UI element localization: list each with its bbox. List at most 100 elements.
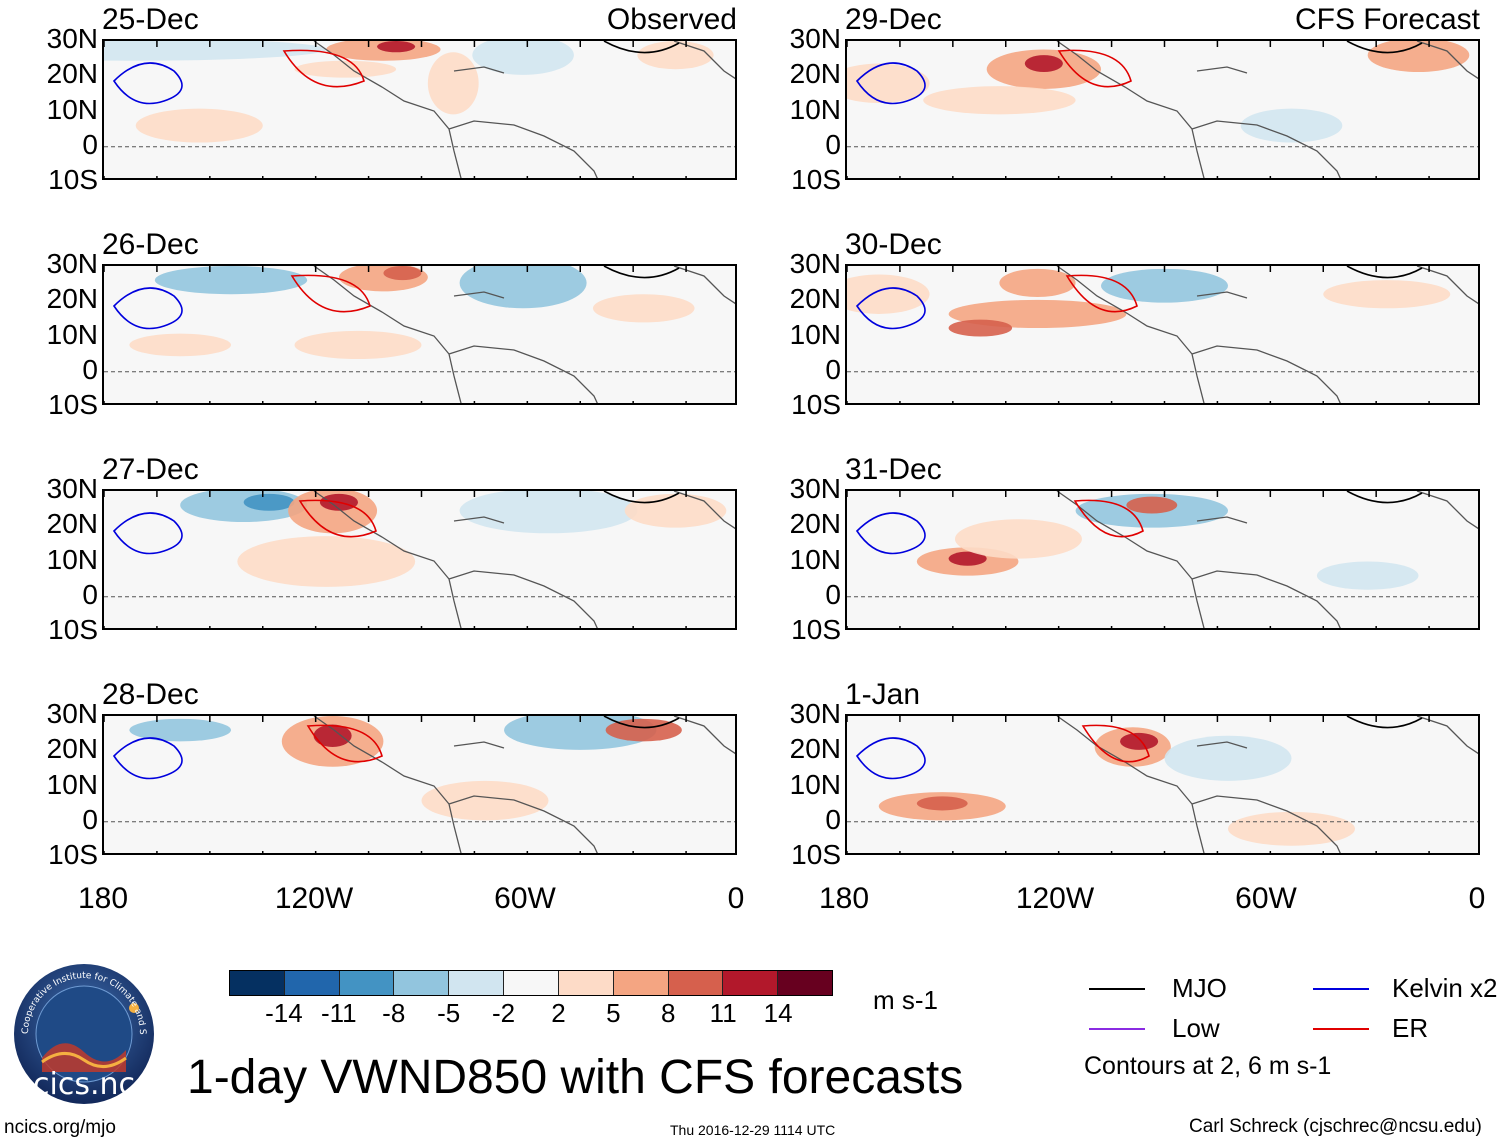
colorbar-label: 14: [763, 998, 793, 1028]
colorbar-swatch: [613, 971, 669, 995]
colorbar-label: -14: [265, 998, 303, 1028]
wind-anomaly-blob: [847, 274, 930, 314]
logo-text: cics.nc: [33, 1067, 135, 1102]
wind-anomaly-blob: [1240, 108, 1343, 143]
wind-anomaly-blob: [104, 41, 327, 61]
lat-label-left-1-1: 20N: [46, 283, 98, 315]
legend-line-mjo: [1089, 988, 1145, 990]
contour-line: [603, 491, 680, 504]
colorbar-label: -2: [491, 998, 516, 1028]
contour-line: [112, 512, 183, 555]
lon-label-0-right: 0: [1468, 882, 1486, 915]
wind-anomaly-blob: [459, 491, 638, 534]
colorbar-swatch: [449, 971, 505, 995]
wind-anomaly-blob: [472, 41, 574, 75]
wind-anomaly-blob: [592, 294, 695, 323]
lat-label-right-0-3: 0: [825, 128, 841, 160]
colorbar-swatch: [394, 971, 450, 995]
lat-label-right-2-2: 10N: [789, 543, 841, 575]
colorbar-label: 11: [709, 998, 737, 1028]
map-panel-right-1: [845, 264, 1480, 405]
contour-line: [855, 62, 926, 105]
wind-anomaly-blob: [916, 796, 968, 811]
colorbar-label: -8: [382, 998, 406, 1028]
colorbar-label: 5: [606, 998, 621, 1028]
panel-date-right-1: 30-Dec: [845, 228, 942, 261]
contour-line: [1346, 266, 1423, 279]
coastline: [1056, 716, 1478, 853]
contour-line: [855, 737, 926, 780]
contour-line: [1057, 49, 1132, 88]
wind-anomaly-blob: [294, 60, 397, 78]
lat-label-right-0-1: 20N: [789, 58, 841, 90]
wind-anomaly-blob: [948, 319, 1013, 337]
wind-anomaly-blob: [1120, 732, 1159, 750]
lat-label-right-1-4: 10S: [791, 389, 841, 420]
contour-line: [112, 737, 183, 780]
lat-label-left-3-1: 20N: [46, 733, 98, 765]
legend-label-mjo: MJO: [1172, 973, 1227, 1003]
legend-line-kelvin: [1313, 988, 1369, 990]
lat-label-left-0-2: 10N: [46, 93, 98, 125]
lat-label-right-0-0: 30N: [789, 23, 841, 54]
colorbar: [229, 970, 833, 996]
lat-label-right-2-1: 20N: [789, 508, 841, 540]
footer-author: Carl Schreck (cjschrec@ncsu.edu): [1189, 1116, 1482, 1137]
coastline: [313, 491, 735, 628]
map-field-left-2: [104, 491, 735, 628]
map-panel-right-0: [845, 39, 1480, 180]
lat-label-left-2-3: 0: [82, 578, 98, 610]
contour-line: [1065, 274, 1138, 313]
map-field-right-0: [847, 41, 1478, 178]
panel-date-left-0: 25-Dec: [102, 3, 199, 36]
contour-line: [112, 287, 183, 330]
map-panel-left-1: [102, 264, 737, 405]
map-panel-left-0: [102, 39, 737, 180]
colorbar-swatch: [668, 971, 724, 995]
wind-anomaly-blob: [999, 268, 1076, 298]
panel-date-left-2: 27-Dec: [102, 453, 199, 486]
lat-label-right-1-1: 20N: [789, 283, 841, 315]
main-title: 1-day VWND850 with CFS forecasts: [187, 1051, 964, 1104]
map-field-left-0: [104, 41, 735, 178]
contour-line: [282, 49, 365, 88]
lat-label-left-2-1: 20N: [46, 508, 98, 540]
map-field-right-1: [847, 266, 1478, 403]
coastline: [1056, 266, 1478, 403]
map-field-left-3: [104, 716, 735, 853]
coastline: [1056, 491, 1478, 628]
lat-label-left-1-0: 30N: [46, 248, 98, 279]
wind-anomaly-blob: [243, 493, 295, 511]
lon-label-180-left: 180: [77, 882, 129, 915]
contour-line: [603, 716, 680, 729]
lon-label-120w-right: 120W: [1015, 882, 1095, 915]
lat-label-left-3-0: 30N: [46, 698, 98, 729]
lat-label-left-3-3: 0: [82, 803, 98, 835]
colorbar-swatch: [284, 971, 340, 995]
wind-anomaly-blob: [135, 108, 263, 143]
contour-line: [855, 287, 926, 330]
colorbar-label: -11: [320, 998, 357, 1028]
lat-label-right-3-4: 10S: [791, 839, 841, 870]
wind-anomaly-blob: [427, 52, 479, 115]
legend-line-er: [1313, 1028, 1369, 1030]
wind-anomaly-blob: [1126, 496, 1178, 514]
contour-line: [855, 512, 926, 555]
lat-label-right-3-2: 10N: [789, 768, 841, 800]
contour-line: [1346, 41, 1423, 54]
contour-line: [298, 499, 377, 538]
lat-label-right-0-2: 10N: [789, 93, 841, 125]
lat-label-left-2-4: 10S: [48, 614, 98, 645]
wind-anomaly-blob: [129, 333, 231, 357]
lon-label-120w-left: 120W: [274, 882, 354, 915]
coastline: [313, 41, 735, 178]
lat-label-right-1-0: 30N: [789, 248, 841, 279]
map-panel-left-3: [102, 714, 737, 855]
wind-anomaly-blob: [1367, 41, 1470, 73]
colorbar-label: -5: [437, 998, 461, 1028]
legend-label-kelvin: Kelvin x2: [1392, 973, 1498, 1003]
wind-anomaly-blob: [948, 551, 987, 566]
legend-line-low: [1089, 1028, 1145, 1030]
panel-date-right-0: 29-Dec: [845, 3, 942, 36]
wind-anomaly-blob: [421, 780, 549, 821]
